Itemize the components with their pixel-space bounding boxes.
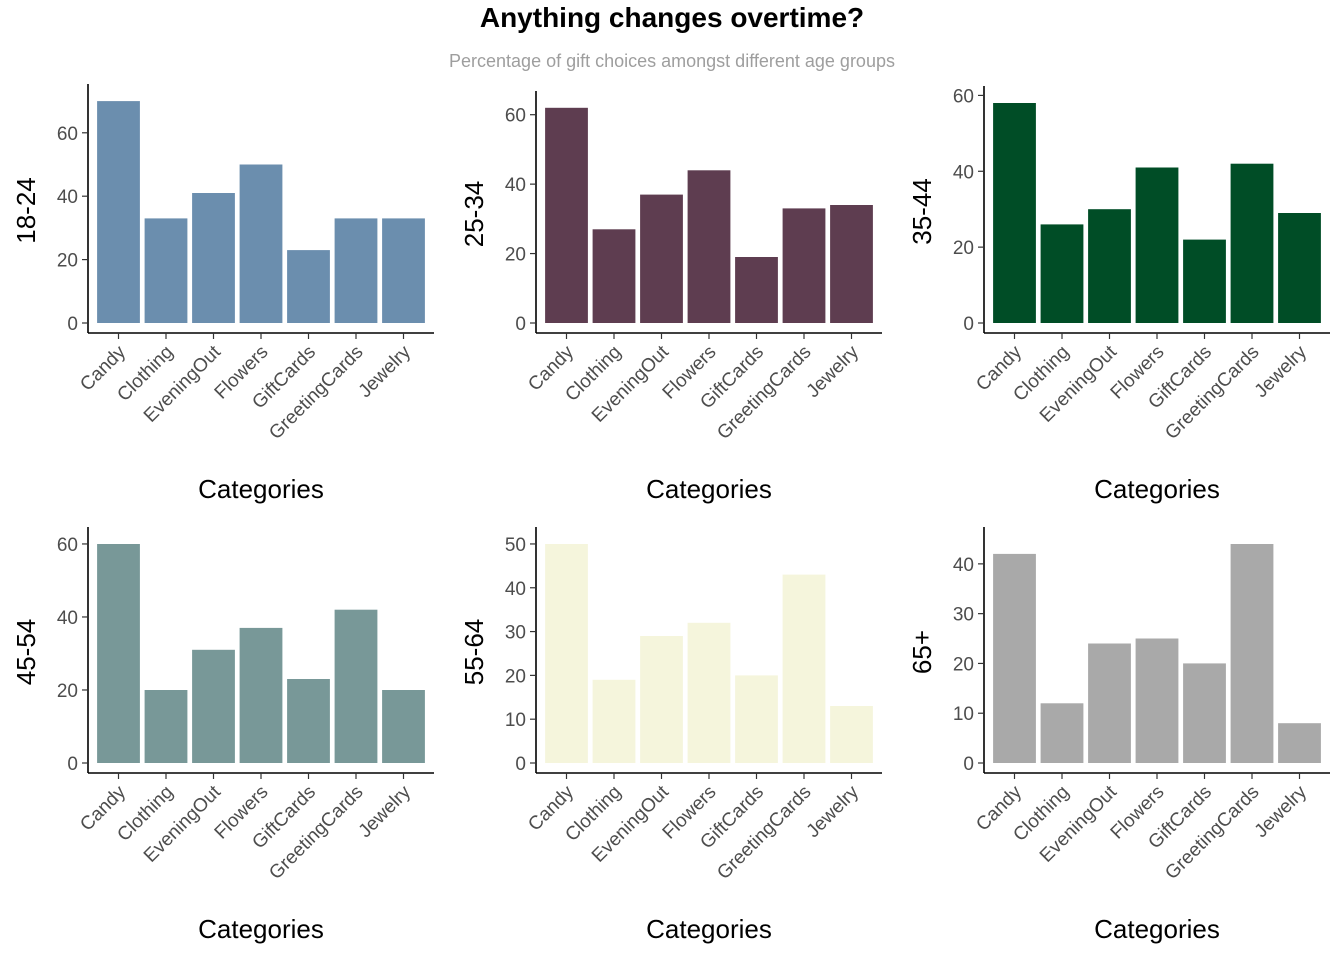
x-axis-title: Categories — [198, 474, 324, 504]
y-axis-title: 18-24 — [11, 177, 41, 244]
facet-panel-3: 0204060CandyClothingEveningOutFlowersGif… — [907, 86, 1330, 504]
bar-eveningout — [192, 649, 235, 763]
bar-giftcards — [287, 679, 330, 763]
bar-clothing — [1040, 703, 1084, 763]
y-tick-label: 10 — [505, 710, 526, 731]
bar-clothing — [144, 690, 188, 763]
y-tick-label: 10 — [953, 704, 974, 725]
bar-eveningout — [640, 636, 683, 763]
x-axis-title: Categories — [646, 914, 772, 944]
facet-panel-6: 010203040CandyClothingEveningOutFlowersG… — [907, 527, 1330, 944]
y-tick-label: 20 — [57, 251, 78, 272]
bar-giftcards — [735, 675, 778, 763]
bar-greetingcards — [782, 574, 826, 763]
y-axis-title: 55-64 — [459, 619, 489, 686]
y-tick-label: 0 — [67, 754, 78, 775]
bar-clothing — [592, 679, 636, 763]
bar-jewelry — [382, 218, 425, 323]
bar-jewelry — [382, 690, 425, 763]
bar-giftcards — [1183, 239, 1226, 323]
y-tick-label: 40 — [505, 579, 526, 600]
x-axis-title: Categories — [1094, 474, 1220, 504]
y-tick-label: 40 — [505, 175, 526, 196]
x-axis-title: Categories — [198, 914, 324, 944]
y-tick-label: 30 — [505, 623, 526, 644]
bar-giftcards — [287, 250, 330, 323]
y-tick-label: 20 — [57, 681, 78, 702]
bar-flowers — [239, 164, 283, 323]
bar-candy — [97, 101, 140, 323]
x-axis-title: Categories — [646, 474, 772, 504]
x-tick-label: Jewelry — [355, 781, 416, 842]
y-tick-label: 20 — [953, 654, 974, 675]
bar-eveningout — [1088, 643, 1131, 763]
y-tick-label: 20 — [505, 666, 526, 687]
y-tick-label: 60 — [57, 535, 78, 556]
y-tick-label: 40 — [953, 162, 974, 183]
facet-panel-1: 0204060CandyClothingEveningOutFlowersGif… — [11, 84, 434, 504]
y-axis-title: 65+ — [907, 630, 937, 674]
bar-clothing — [592, 229, 636, 323]
bar-clothing — [144, 218, 188, 323]
bar-jewelry — [830, 205, 873, 323]
facet-panel-5: 01020304050CandyClothingEveningOutFlower… — [459, 527, 882, 944]
x-tick-label: Jewelry — [1251, 341, 1312, 402]
bar-candy — [545, 544, 588, 763]
y-tick-label: 60 — [57, 124, 78, 145]
y-axis-title: 35-44 — [907, 178, 937, 245]
y-tick-label: 60 — [953, 86, 974, 107]
y-tick-label: 0 — [515, 314, 526, 335]
y-tick-label: 30 — [953, 605, 974, 626]
facet-panel-2: 0204060CandyClothingEveningOutFlowersGif… — [459, 91, 882, 504]
bar-jewelry — [1278, 213, 1321, 323]
bar-candy — [993, 103, 1036, 323]
bar-flowers — [239, 627, 283, 763]
bar-jewelry — [1278, 723, 1321, 763]
bar-candy — [545, 107, 588, 323]
bar-greetingcards — [1230, 163, 1274, 323]
y-axis-title: 45-54 — [11, 619, 41, 686]
bar-eveningout — [1088, 209, 1131, 323]
bar-greetingcards — [782, 208, 826, 323]
chart-title: Anything changes overtime? — [479, 2, 865, 33]
bar-eveningout — [640, 194, 683, 323]
bar-candy — [97, 544, 140, 763]
x-tick-label: Jewelry — [803, 341, 864, 402]
x-tick-label: Jewelry — [803, 781, 864, 842]
y-tick-label: 0 — [515, 754, 526, 775]
bar-flowers — [1135, 167, 1179, 323]
y-axis-title: 25-34 — [459, 181, 489, 248]
bar-giftcards — [735, 257, 778, 323]
bar-flowers — [1135, 638, 1179, 763]
bar-flowers — [687, 622, 731, 763]
chart-subtitle: Percentage of gift choices amongst diffe… — [449, 51, 895, 71]
y-tick-label: 40 — [57, 608, 78, 629]
y-tick-label: 20 — [953, 238, 974, 259]
bar-greetingcards — [1230, 544, 1274, 763]
bar-jewelry — [830, 706, 873, 763]
y-tick-label: 40 — [953, 555, 974, 576]
bar-eveningout — [192, 193, 235, 323]
x-tick-label: Jewelry — [1251, 781, 1312, 842]
bar-clothing — [1040, 224, 1084, 323]
bar-greetingcards — [334, 609, 378, 763]
y-tick-label: 40 — [57, 187, 78, 208]
y-tick-label: 20 — [505, 245, 526, 266]
x-axis-title: Categories — [1094, 914, 1220, 944]
bar-flowers — [687, 170, 731, 323]
bar-greetingcards — [334, 218, 378, 323]
bar-giftcards — [1183, 663, 1226, 763]
facet-panel-4: 0204060CandyClothingEveningOutFlowersGif… — [11, 527, 434, 944]
y-tick-label: 0 — [67, 314, 78, 335]
y-tick-label: 50 — [505, 535, 526, 556]
y-tick-label: 0 — [963, 314, 974, 335]
y-tick-label: 0 — [963, 754, 974, 775]
bar-candy — [993, 553, 1036, 763]
x-tick-label: Jewelry — [355, 341, 416, 402]
y-tick-label: 60 — [505, 106, 526, 127]
